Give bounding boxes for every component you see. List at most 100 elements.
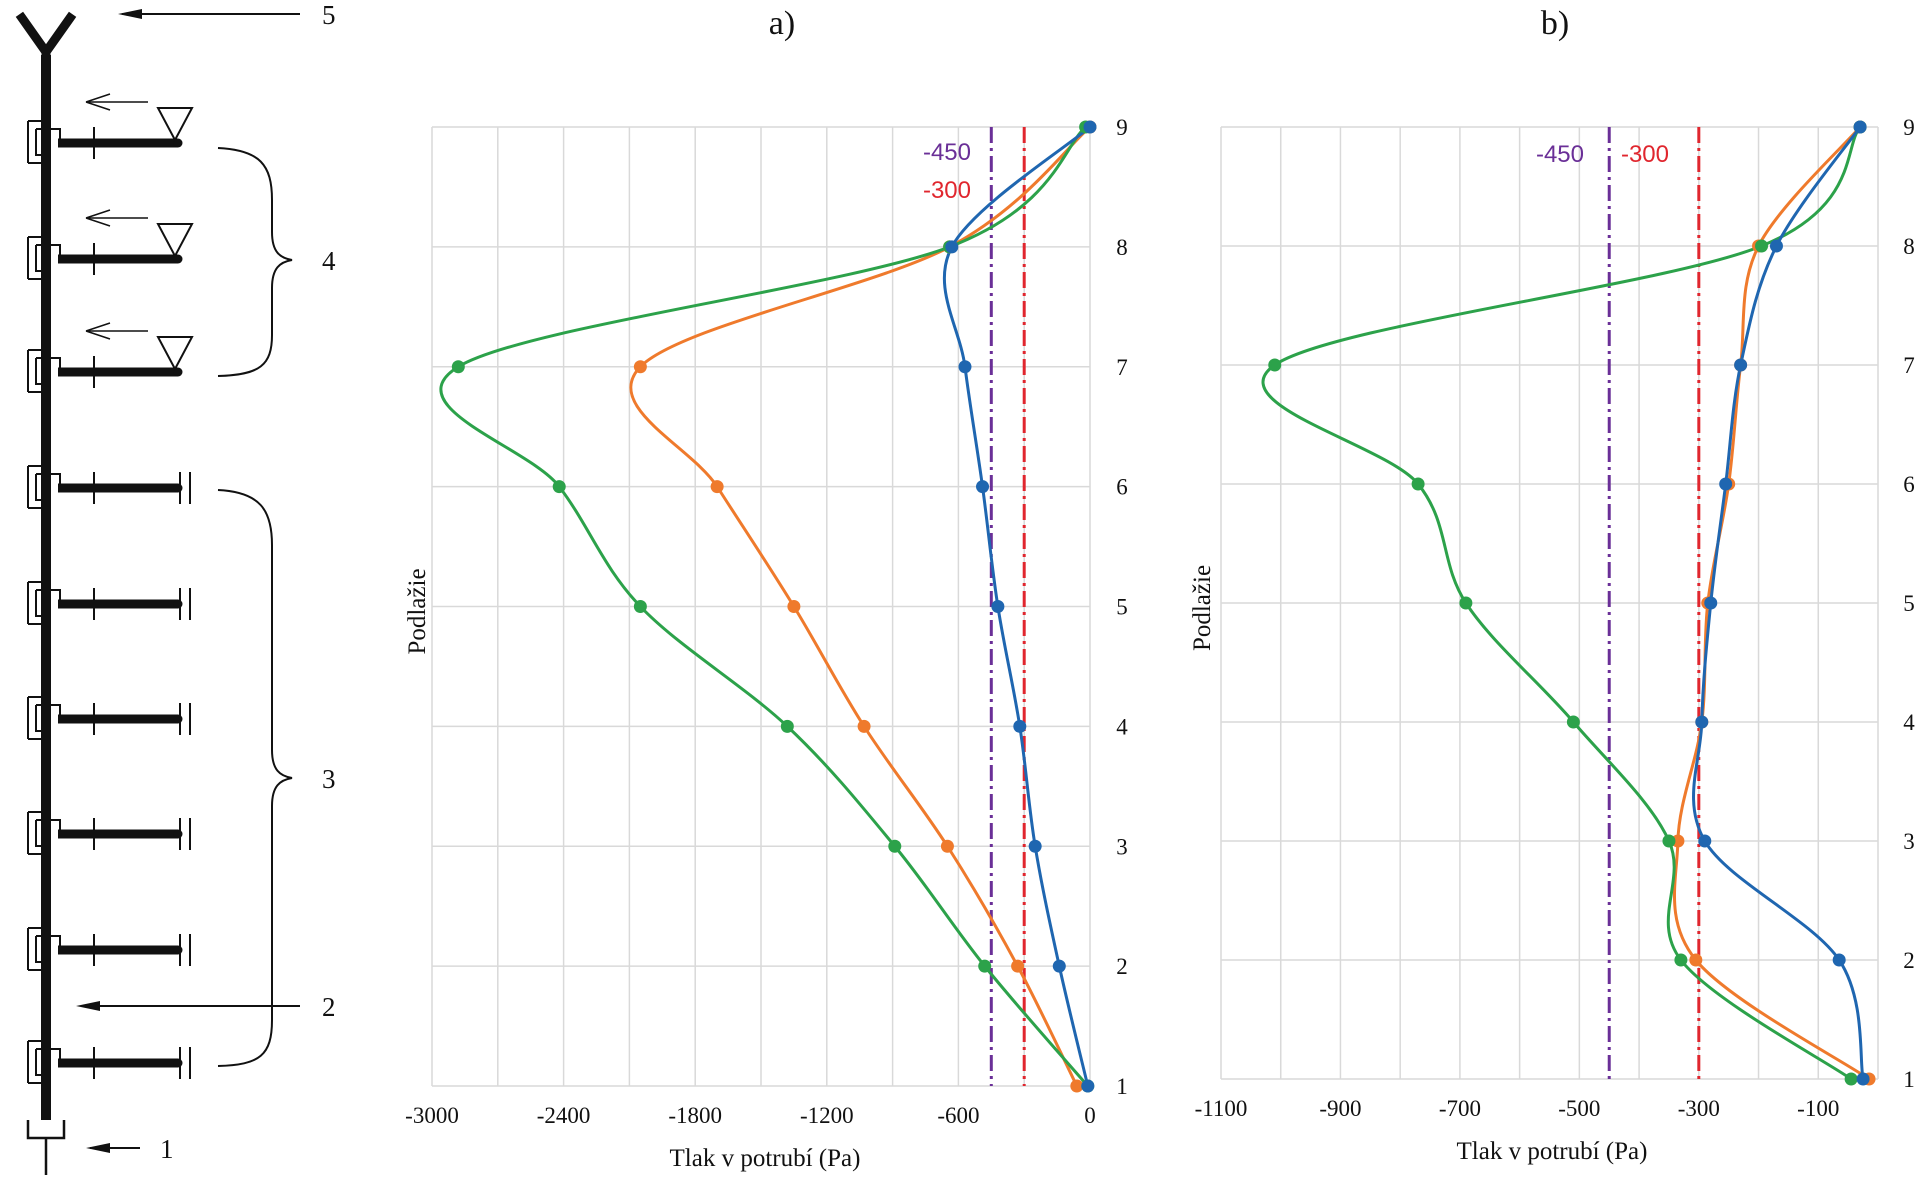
- chartA-series-line-1: [629, 125, 1091, 1087]
- chart-b-series: [1261, 120, 1876, 1086]
- chartB-series-line-2: [1261, 126, 1862, 1081]
- schematic-branch-floor-4: [27, 696, 191, 740]
- schematic-branch-floor-5: [27, 581, 191, 625]
- chartB-series-2-point: [1566, 715, 1580, 729]
- schematic-branch-floor-3: [27, 811, 191, 855]
- fixture-trap-icon: [156, 223, 194, 259]
- chart-a-ylabel: Podlažie: [404, 568, 431, 654]
- chartA-series-2-point: [978, 959, 992, 973]
- chartA-x-tick-label: -600: [937, 1103, 979, 1128]
- chartA-series-0-point: [958, 360, 972, 374]
- chartA-series-1-point: [1011, 959, 1025, 973]
- chartA-series-1-point: [633, 360, 647, 374]
- chartA-series-2-point: [451, 360, 465, 374]
- chart-b-ticks: -1100 -900 -700 -500 -300 -100 1 2 3 4 5 6 7 8 9: [1195, 115, 1916, 1121]
- air-flow-arrow-icon: [85, 322, 111, 340]
- chart-b-grid: [1220, 126, 1879, 1080]
- chart-b-title: b): [1541, 5, 1569, 42]
- chart-a-title: a): [769, 5, 795, 42]
- chart-a: -450 -300 -3000 -2400 -1800 -1200 -600 01 2 3 4 5 6…: [404, 5, 1128, 1172]
- chartB-series-2-point: [1411, 477, 1425, 491]
- chart-b-xlabel: Tlak v potrubí (Pa): [1457, 1138, 1648, 1165]
- schematic-label-3: 3: [322, 764, 336, 794]
- chartB-x-tick-label: -300: [1678, 1096, 1720, 1121]
- schematic-branch-floor-7: [27, 322, 194, 393]
- chartA-y-tick-label: 3: [1116, 834, 1128, 859]
- chartB-series-0-point: [1769, 239, 1783, 253]
- chartB-x-tick-label: -1100: [1195, 1096, 1248, 1121]
- chartA-series-0-point: [1083, 120, 1097, 134]
- schematic-branch-floor-6: [27, 465, 191, 509]
- chartB-ref-label-1: -300: [1621, 141, 1669, 168]
- chartA-series-1-point: [940, 839, 954, 853]
- chart-a-ticks: -3000 -2400 -1800 -1200 -600 01 2 3 4 5 6 7 8 9: [405, 115, 1128, 1128]
- chartB-series-0-point: [1832, 953, 1846, 967]
- chartB-x-tick-label: -900: [1319, 1096, 1361, 1121]
- chartA-series-2-point: [780, 719, 794, 733]
- chartA-ref-label-0: -450: [923, 139, 971, 166]
- chartA-series-2-point: [633, 600, 647, 613]
- air-flow-arrow-icon: [85, 209, 111, 227]
- chartB-series-1-point: [1671, 834, 1685, 848]
- chart-b-ylabel: Podlažie: [1189, 565, 1216, 651]
- drainage-stack-schematic: 5 4 3 2 1: [15, 0, 336, 1175]
- chart-a-xlabel: Tlak v potrubí (Pa): [670, 1145, 861, 1172]
- chartB-ref-label-0: -450: [1536, 141, 1584, 168]
- chartB-y-tick-label: 7: [1903, 353, 1915, 378]
- chart-b: -450 -300 -1100 -900 -700 -500 -300 -100 1 2 3 4 5 6…: [1189, 5, 1915, 1165]
- chart-a-grid: [431, 126, 1091, 1087]
- chartB-x-tick-label: -100: [1797, 1096, 1839, 1121]
- chartA-x-tick-label: -3000: [405, 1103, 459, 1128]
- chartB-series-0-point: [1695, 715, 1709, 729]
- schematic-branch-floor-2: [27, 927, 191, 971]
- chartB-series-0-point: [1719, 477, 1733, 491]
- chartA-y-tick-label: 5: [1116, 595, 1128, 620]
- chartB-series-0-point: [1734, 358, 1748, 372]
- chartB-y-tick-label: 9: [1903, 115, 1915, 140]
- chartB-series-0-point: [1704, 596, 1718, 610]
- chart-b-reference-lines: -450 -300: [1536, 127, 1701, 1079]
- chartB-y-tick-label: 6: [1903, 472, 1915, 497]
- chartB-series-0-point: [1698, 834, 1712, 848]
- chartA-x-tick-label: 0: [1084, 1103, 1096, 1128]
- chartB-y-tick-label: 3: [1903, 829, 1915, 854]
- chartB-y-tick-label: 1: [1903, 1067, 1915, 1092]
- chartA-series-1-point: [857, 719, 871, 733]
- schematic-label-5: 5: [322, 0, 336, 30]
- chartA-y-tick-label: 1: [1116, 1074, 1128, 1099]
- chartA-y-tick-label: 8: [1116, 235, 1128, 260]
- chartA-series-0-point: [1052, 959, 1066, 973]
- schematic-label-1: 1: [160, 1134, 174, 1164]
- chartB-y-tick-label: 2: [1903, 948, 1915, 973]
- chartA-series-0-point: [1028, 839, 1042, 853]
- chartB-y-tick-label: 8: [1903, 234, 1915, 259]
- chartB-series-2-point: [1662, 834, 1676, 848]
- schematic-branch-floor-1: [27, 1040, 191, 1084]
- chart-a-reference-lines: -450 -300: [923, 127, 1026, 1086]
- chartA-series-line-2: [439, 125, 1089, 1087]
- chartA-series-0-point: [1013, 719, 1027, 733]
- chartA-series-2-point: [552, 480, 566, 494]
- chartB-series-2-point: [1674, 953, 1688, 967]
- chartA-series-0-point: [945, 240, 959, 254]
- chartA-y-tick-label: 6: [1116, 475, 1128, 500]
- chartA-series-0-point: [1081, 1079, 1095, 1093]
- chartA-y-tick-label: 2: [1116, 954, 1128, 979]
- chartB-y-tick-label: 4: [1903, 710, 1915, 735]
- schematic-label-2: 2: [322, 992, 336, 1022]
- chartA-series-2-point: [888, 839, 902, 853]
- chartA-series-1-point: [710, 480, 724, 494]
- chartB-series-1-point: [1689, 953, 1703, 967]
- air-flow-arrow-icon: [85, 93, 111, 111]
- chartA-ref-label-1: -300: [923, 177, 971, 204]
- chartA-series-1-point: [1070, 1079, 1084, 1093]
- chartB-series-2-point: [1844, 1072, 1858, 1086]
- brace-4: [217, 147, 293, 377]
- chartA-y-tick-label: 4: [1116, 714, 1128, 739]
- chartA-series-0-point: [976, 480, 990, 494]
- chartA-x-tick-label: -1800: [668, 1103, 722, 1128]
- brace-3: [217, 489, 293, 1067]
- fixture-trap-icon: [156, 107, 194, 143]
- chartB-x-tick-label: -500: [1558, 1096, 1600, 1121]
